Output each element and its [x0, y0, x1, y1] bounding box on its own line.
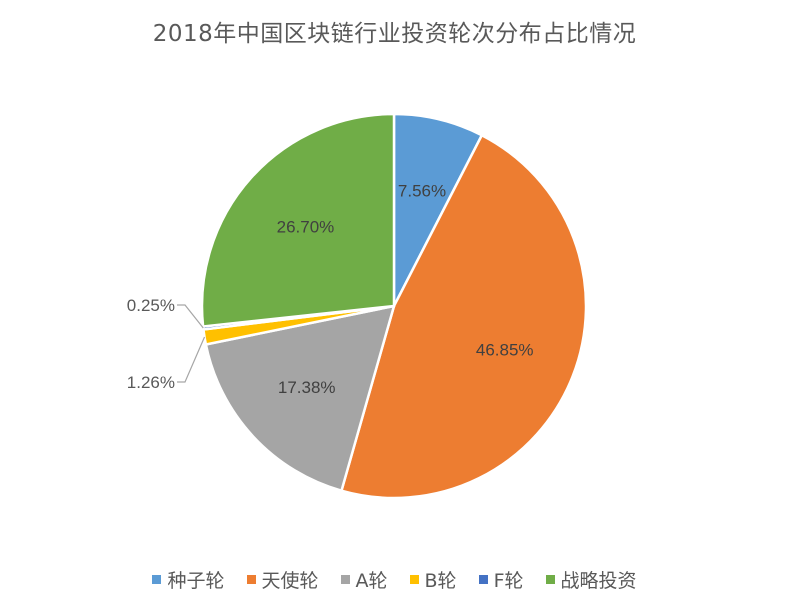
legend-label-3: B轮	[424, 570, 457, 592]
chart-title: 2018年中国区块链行业投资轮次分布占比情况	[152, 21, 637, 47]
data-labels: 7.56% 46.85% 17.38% 1.26% 0.25% 26.70%	[127, 181, 534, 397]
data-label-5: 26.70%	[277, 217, 335, 236]
legend: 种子轮 天使轮 A轮 B轮 F轮 战略投资	[0, 566, 789, 593]
data-label-3: 1.26%	[127, 373, 175, 392]
data-label-2: 17.38%	[278, 378, 336, 397]
legend-item-2: A轮	[340, 566, 388, 593]
legend-swatch-3	[409, 575, 419, 584]
pie-slice-5	[200, 112, 396, 328]
legend-label-5: 战略投资	[560, 570, 637, 592]
legend-swatch-4	[478, 575, 488, 584]
legend-label-4: F轮	[493, 570, 524, 592]
legend-item-5: 战略投资	[545, 566, 637, 593]
legend-label-0: 种子轮	[167, 570, 225, 592]
legend-label-1: 天使轮	[261, 570, 319, 592]
pie-slices	[200, 112, 588, 500]
legend-item-0: 种子轮	[152, 566, 225, 593]
legend-swatch-0	[152, 575, 162, 584]
data-label-0: 7.56%	[398, 181, 446, 200]
leader-lines	[177, 304, 206, 383]
pie-slice-1	[339, 133, 588, 500]
data-label-1: 46.85%	[476, 341, 534, 360]
leader-line-3	[177, 336, 206, 383]
legend-item-4: F轮	[478, 566, 524, 593]
legend-swatch-2	[340, 575, 350, 584]
legend-item-1: 天使轮	[246, 566, 319, 593]
pie-chart: 7.56% 46.85% 17.38% 1.26% 0.25% 26.70%	[127, 112, 588, 500]
legend-swatch-1	[246, 575, 256, 584]
legend-item-3: B轮	[409, 566, 457, 593]
legend-label-2: A轮	[355, 570, 388, 592]
leader-line-4	[177, 304, 204, 329]
pie-slice-2	[204, 304, 396, 493]
data-label-4: 0.25%	[127, 296, 175, 315]
legend-swatch-5	[545, 575, 555, 584]
